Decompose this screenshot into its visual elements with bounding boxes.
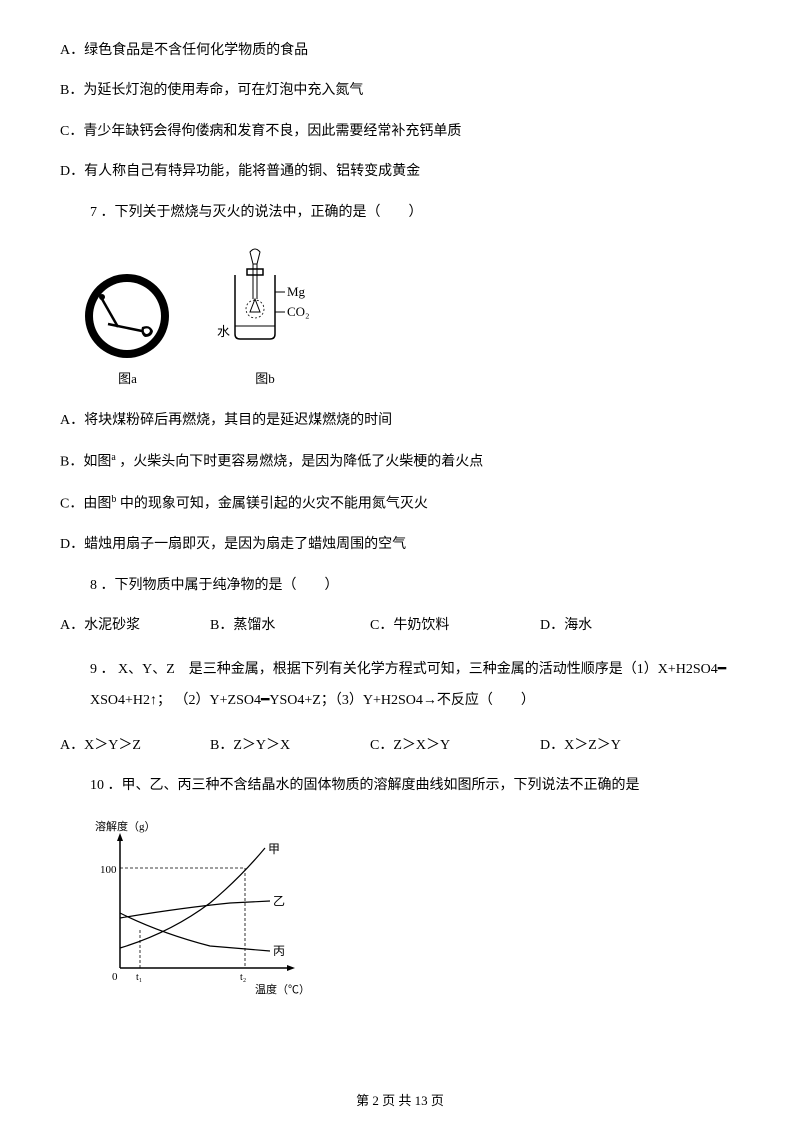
page-footer: 第 2 页 共 13 页: [0, 1091, 800, 1112]
q8-option-b: B．蒸馏水: [210, 615, 370, 637]
x-tick-t1: t₁: [136, 972, 142, 983]
option-c: C．青少年缺钙会得佝偻病和发育不良，因此需要经常补充钙单质: [60, 121, 740, 143]
q9-stem-mid2: YSO4+Z；（3）Y+H2SO4→不反应（ ）: [269, 693, 534, 708]
mg-label: Mg: [287, 284, 306, 299]
q8-option-c: C．牛奶饮料: [370, 615, 540, 637]
option-a: A．绿色食品是不含任何化学物质的食品: [60, 40, 740, 62]
q7-option-d: D．蜡烛用扇子一扇即灭，是因为扇走了蜡烛周围的空气: [60, 534, 740, 556]
question-9-stem: 9 ． X、Y、Z 是三种金属，根据下列有关化学方程式可知，三种金属的活动性顺序…: [90, 655, 740, 717]
q9-options-row: A．X＞Y＞Z B．Z＞Y＞X C．Z＞X＞Y D．X＞Z＞Y: [60, 735, 740, 757]
series-jia-label: 甲: [268, 842, 280, 856]
option-d: D．有人称自己有特异功能，能将普通的铜、铝转变成黄金: [60, 161, 740, 183]
q9-option-d: D．X＞Z＞Y: [540, 735, 621, 757]
question-7-stem: 7 ．下列关于燃烧与灭火的说法中，正确的是（ ）: [90, 202, 740, 224]
figure-b-container: Mg CO₂ 水 图b: [205, 244, 325, 390]
y-tick-100: 100: [100, 864, 117, 876]
figure-a-svg: [80, 269, 175, 364]
x-tick-t2: t₂: [240, 972, 246, 983]
q7-option-c: C．由图b 中的现象可知，金属镁引起的火灾不能用氮气灭火: [60, 492, 740, 516]
q7-opt-c-post: 中的现象可知，金属镁引起的火灾不能用氮气灭火: [116, 497, 428, 512]
q7-opt-c-pre: C．由图: [60, 497, 111, 512]
figure-a-label: 图a: [118, 369, 137, 390]
figure-b-svg: Mg CO₂ 水: [205, 244, 325, 364]
q7-opt-b-pre: B．如图: [60, 455, 111, 470]
q9-option-b: B．Z＞Y＞X: [210, 735, 370, 757]
q7-option-a: A．将块煤粉碎后再燃烧，其目的是延迟煤燃烧的时间: [60, 410, 740, 432]
q7-opt-b-post: ，火柴头向下时更容易燃烧，是因为降低了火柴梗的着火点: [116, 455, 484, 470]
y-axis-label: 溶解度（g）: [95, 819, 156, 833]
option-b: B．为延长灯泡的使用寿命，可在灯泡中充入氮气: [60, 80, 740, 102]
q7-figures: 图a Mg CO₂ 水 图b: [80, 244, 740, 390]
q8-options-row: A．水泥砂浆 B．蒸馏水 C．牛奶饮料 D．海水: [60, 615, 740, 637]
x-axis-label: 温度（℃）: [255, 982, 310, 996]
question-10-stem: 10 ．甲、乙、丙三种不含结晶水的固体物质的溶解度曲线如图所示，下列说法不正确的…: [90, 775, 740, 797]
q9-stem-mid: XSO4+H2↑； （2）Y+ZSO4: [90, 693, 261, 708]
series-bing-label: 丙: [273, 944, 285, 958]
co2-label: CO₂: [287, 304, 310, 319]
q7-option-b: B．如图a ，火柴头向下时更容易燃烧，是因为降低了火柴梗的着火点: [60, 450, 740, 474]
q9-option-a: A．X＞Y＞Z: [60, 735, 210, 757]
q9-stem-pre: 9 ． X、Y、Z 是三种金属，根据下列有关化学方程式可知，三种金属的活动性顺序…: [90, 662, 718, 677]
origin-label: 0: [112, 971, 118, 983]
question-8-stem: 8 ．下列物质中属于纯净物的是（ ）: [90, 575, 740, 597]
chart-svg: 溶解度（g） 100 甲 乙 丙 0 t₁ t₂ 温度（℃）: [90, 818, 310, 998]
figure-a-container: 图a: [80, 269, 175, 390]
figure-b-label: 图b: [255, 369, 275, 390]
q8-option-a: A．水泥砂浆: [60, 615, 210, 637]
q9-option-c: C．Z＞X＞Y: [370, 735, 540, 757]
q8-option-d: D．海水: [540, 615, 592, 637]
water-label: 水: [217, 324, 230, 339]
series-yi-label: 乙: [273, 894, 285, 908]
solubility-chart: 溶解度（g） 100 甲 乙 丙 0 t₁ t₂ 温度（℃）: [90, 818, 310, 998]
arrow-icon: ━: [718, 662, 726, 677]
